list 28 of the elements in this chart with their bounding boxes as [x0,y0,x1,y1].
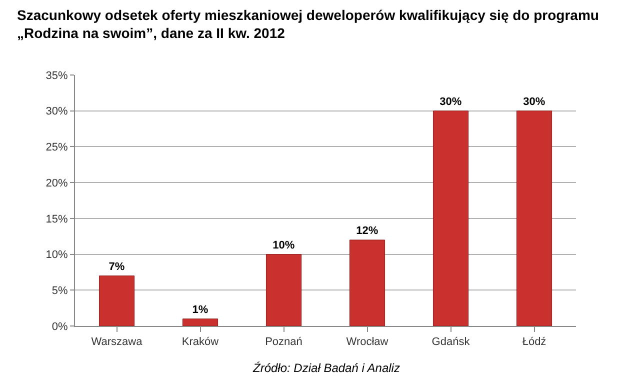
data-label: 7% [108,260,125,273]
x-tick-label: Gdańsk [432,336,470,348]
text: Źródło: Dział Badań i Analiz [252,361,400,375]
bar [182,318,218,326]
y-tick-label: 30% [46,106,68,118]
y-tick-label: 15% [46,213,68,226]
y-tick-label: 20% [46,177,68,190]
data-label: 10% [272,239,295,252]
x-tick-label: Poznań [265,336,302,348]
y-tick-label: 10% [46,249,68,262]
bar [266,254,302,326]
y-tick-label: 25% [46,142,68,154]
x-tick-label: Wrocław [346,336,388,348]
data-label: 30% [440,96,462,108]
y-tick-label: 35% [46,70,68,82]
y-tick-label: 5% [52,284,68,297]
bar [432,110,469,326]
x-tick-label: Kraków [182,336,219,348]
bar [516,110,552,326]
bar [98,276,135,326]
x-tick-label: Warszawa [91,336,144,348]
data-label: 1% [192,304,208,316]
data-label: 12% [356,224,378,237]
bar [349,240,386,326]
y-tick-label: 0% [52,320,68,333]
chart-title: Szacunkowy odsetek oferty mieszkaniowej deweloperów kwalifikujący się do programu „Rodzina na swoim”, dane za II kw. 2012 [17,7,599,42]
x-tick-label: Łódź [522,336,546,348]
data-label: 30% [523,96,546,108]
